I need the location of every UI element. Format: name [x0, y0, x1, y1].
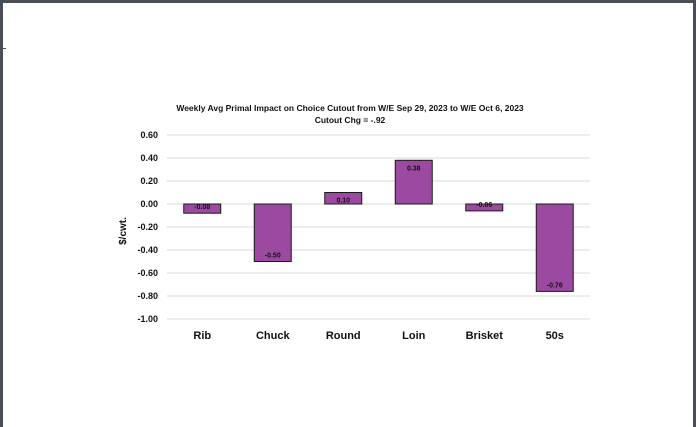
data-label: -0.50 [265, 253, 281, 260]
data-label: 0.38 [407, 165, 421, 172]
bar [324, 192, 363, 205]
data-labels: -0.08 -0.50 0.10 0.38 -0.06 -0.76 [194, 165, 563, 289]
bar [394, 159, 433, 205]
y-tick-label: -0.60 [137, 268, 158, 278]
bar [253, 203, 292, 262]
data-label: 0.10 [336, 198, 350, 205]
bars [183, 159, 574, 292]
y-tick-label: 0.40 [140, 153, 158, 163]
grid-lines [167, 134, 590, 320]
bar [183, 203, 222, 214]
x-tick-label: Loin [402, 330, 425, 342]
y-tick-label: 0.60 [140, 130, 158, 140]
y-tick-label: 0.00 [140, 199, 158, 209]
y-tick-label: -0.20 [137, 222, 158, 232]
frame-tick [0, 48, 6, 49]
chart-subtitle: Cutout Chg = -.92 [315, 115, 386, 125]
bar [535, 203, 574, 292]
y-tick-label: 0.20 [140, 176, 158, 186]
x-tick-label: Rib [193, 330, 211, 342]
data-label: -0.08 [194, 204, 210, 211]
data-label: -0.06 [476, 202, 492, 209]
x-tick-label: 50s [546, 330, 564, 342]
x-tick-label: Round [326, 330, 361, 342]
chart-title: Weekly Avg Primal Impact on Choice Cutou… [176, 103, 524, 113]
y-axis-label: $/cwt. [118, 217, 129, 245]
x-tick-label: Brisket [466, 330, 504, 342]
bar [465, 203, 504, 212]
y-tick-label: -1.00 [137, 314, 158, 324]
y-tick-label: -0.40 [137, 245, 158, 255]
y-tick-labels: 0.60 0.40 0.20 0.00 -0.20 -0.40 -0.60 -0.80 -1.0… [137, 130, 158, 324]
x-tick-labels: Rib Chuck Round Loin Brisket 50s [193, 330, 564, 342]
y-tick-label: -0.80 [137, 291, 158, 301]
data-label: -0.76 [547, 282, 563, 289]
x-tick-label: Chuck [256, 330, 291, 342]
